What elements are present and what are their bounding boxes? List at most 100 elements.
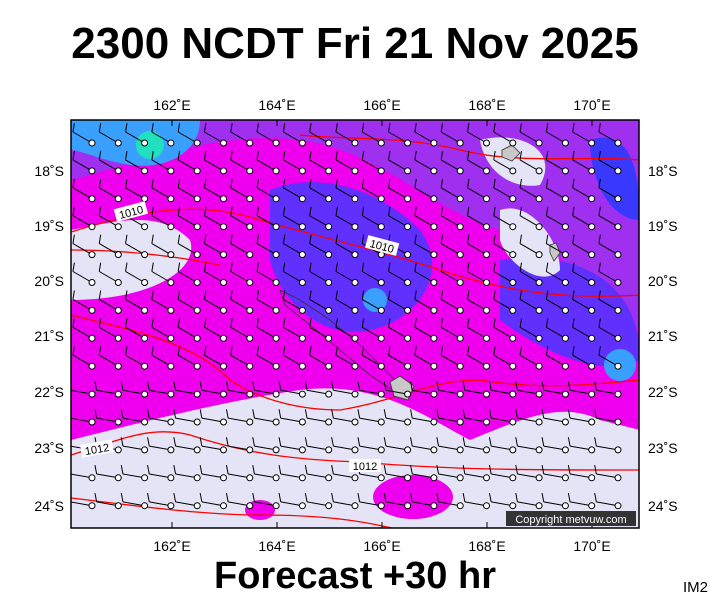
barb-flag — [440, 150, 444, 160]
barb-station — [141, 390, 149, 398]
barb-staff — [440, 131, 461, 144]
barb-flag — [309, 178, 312, 188]
barb-flag — [440, 290, 444, 300]
barb-flag — [199, 409, 203, 419]
barb-flag — [410, 437, 413, 447]
barb-flag — [98, 262, 102, 272]
barb-flag — [493, 318, 496, 328]
barb-staff — [493, 187, 514, 200]
barb-flag — [199, 492, 203, 502]
barb-flag — [177, 346, 181, 356]
lon-label: 166˚E — [363, 538, 400, 554]
barb-flag — [361, 178, 365, 188]
barb-station — [298, 223, 306, 231]
barb-flag — [545, 123, 549, 133]
barb-station — [377, 418, 385, 426]
barb-staff — [149, 445, 171, 451]
barb-flag — [151, 290, 154, 300]
barb-flag — [436, 437, 440, 447]
barb-station — [114, 167, 122, 175]
barb-station — [193, 390, 201, 398]
barb-station — [193, 502, 201, 510]
barb-staff — [467, 215, 487, 228]
barb-staff — [201, 473, 224, 479]
barb-flag — [572, 206, 575, 216]
barb-staff — [359, 501, 382, 507]
barb-flag — [383, 409, 387, 419]
barb-staff — [306, 501, 329, 507]
barb-station — [377, 279, 385, 286]
barb-flag — [230, 178, 233, 188]
barb-staff — [414, 131, 435, 144]
barb-station — [298, 418, 306, 426]
barb-station — [88, 279, 96, 286]
barb-flag — [230, 262, 233, 272]
barb-staff — [149, 473, 171, 479]
barb-staff — [98, 271, 119, 283]
barb-staff — [256, 131, 277, 144]
barb-flag — [388, 150, 391, 160]
barb-staff — [149, 501, 171, 507]
barb-flag — [72, 346, 75, 356]
barb-staff — [204, 271, 224, 283]
barb-flag — [357, 437, 361, 447]
barb-staff — [519, 159, 540, 172]
barb-staff — [72, 159, 93, 172]
barb-staff — [493, 326, 514, 339]
barb-flag — [225, 381, 229, 391]
barb-staff — [519, 326, 540, 339]
barb-staff — [438, 389, 461, 395]
barb-flag — [147, 465, 150, 475]
barb-station — [456, 418, 464, 426]
barb-flag — [173, 492, 177, 502]
barb-staff — [175, 445, 198, 451]
barb-station — [483, 334, 490, 342]
barb-staff — [361, 215, 382, 228]
barb-station — [404, 167, 412, 175]
barb-staff — [280, 473, 303, 479]
barb-staff — [414, 298, 435, 311]
barb-staff — [388, 215, 408, 228]
barb-staff — [230, 298, 251, 311]
barb-station — [561, 279, 569, 286]
barb-staff — [414, 243, 435, 256]
barb-staff — [230, 354, 251, 367]
barb-staff — [254, 417, 277, 423]
barb-staff — [438, 473, 461, 479]
barb-staff — [388, 354, 408, 367]
barb-station — [167, 474, 175, 482]
barb-station — [483, 390, 490, 398]
barb-flag — [466, 290, 470, 300]
barb-flag — [309, 150, 312, 160]
barb-station — [325, 251, 333, 259]
barb-station — [114, 362, 122, 370]
barb-station — [456, 390, 464, 398]
barb-station — [351, 251, 359, 259]
barb-flag — [361, 123, 365, 133]
barb-staff — [283, 354, 303, 367]
barb-flag — [282, 318, 286, 328]
barb-staff — [361, 131, 382, 144]
barb-station — [114, 502, 122, 510]
barb-staff — [493, 271, 514, 283]
barb-staff — [491, 501, 513, 507]
barb-flag — [199, 465, 203, 475]
barb-station — [509, 251, 517, 259]
barb-staff — [596, 445, 619, 451]
barb-station — [561, 306, 569, 314]
barb-staff — [572, 131, 592, 144]
barb-flag — [440, 123, 444, 133]
barb-flag — [278, 381, 282, 391]
lon-label: 162˚E — [153, 538, 190, 554]
isobar-label-box — [80, 439, 114, 458]
barb-station — [614, 390, 622, 398]
barb-flag — [120, 465, 124, 475]
barb-flag — [120, 409, 124, 419]
barb-flag — [519, 150, 522, 160]
barb-staff — [333, 473, 356, 479]
barb-flag — [335, 178, 338, 188]
barb-staff — [333, 445, 356, 451]
barb-station — [456, 223, 464, 231]
barb-station — [588, 279, 596, 286]
barb-staff — [122, 501, 145, 507]
